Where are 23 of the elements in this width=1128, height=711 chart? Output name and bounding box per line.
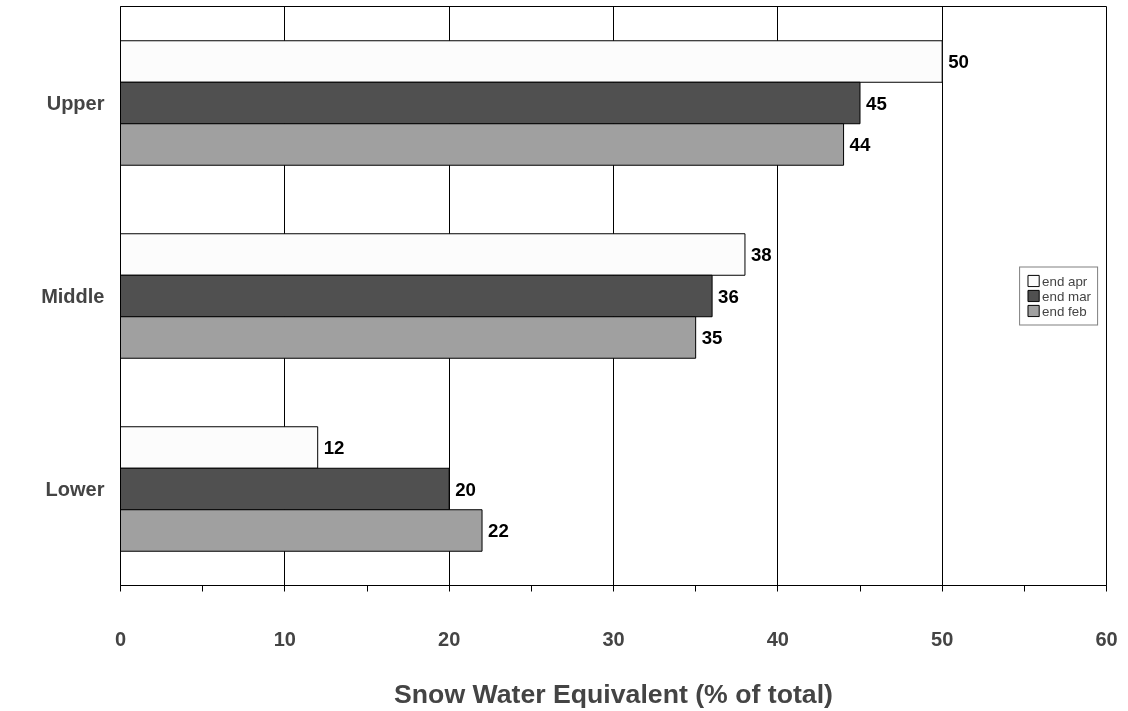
x-tick-label: 20 [438,627,461,650]
data-label: 38 [750,244,772,266]
legend-label: end feb [1042,303,1087,318]
data-label: 35 [701,326,723,348]
data-label: 12 [323,437,345,459]
y-tick-label: Upper [46,92,105,114]
x-tick-label: 30 [602,627,625,650]
data-label: 36 [718,285,739,307]
data-label: 50 [948,51,969,73]
data-label: 20 [455,478,476,500]
x-axis-title: Snow Water Equivalent (% of total) [394,678,833,709]
x-tick-label: 40 [766,627,789,650]
x-tick-label: 0 [114,627,127,650]
data-label: 44 [849,133,871,155]
y-tick-label: Lower [45,478,105,500]
data-label: 45 [866,92,887,114]
x-tick-label: 50 [931,627,954,650]
x-tick-label: 10 [273,627,296,650]
legend-label: end mar [1042,288,1091,303]
x-tick-label: 60 [1095,627,1118,650]
legend-label: end apr [1042,273,1088,288]
y-tick-label: Middle [41,285,105,307]
data-label: 22 [488,519,509,541]
